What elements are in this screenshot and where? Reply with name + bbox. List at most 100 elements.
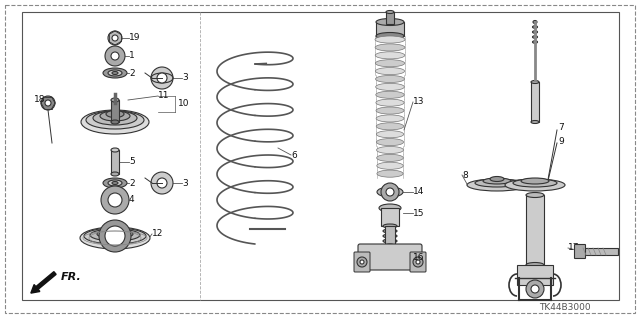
Ellipse shape: [383, 229, 397, 233]
Text: 13: 13: [413, 98, 424, 107]
Ellipse shape: [379, 204, 401, 212]
Circle shape: [531, 285, 539, 293]
Circle shape: [360, 260, 364, 264]
Bar: [111, 100, 119, 122]
Circle shape: [112, 35, 118, 41]
Text: 5: 5: [129, 158, 135, 167]
Text: FR.: FR.: [61, 272, 82, 282]
Circle shape: [99, 220, 131, 252]
Bar: [531, 82, 539, 122]
Text: 2: 2: [129, 179, 134, 188]
Circle shape: [357, 257, 367, 267]
Ellipse shape: [526, 192, 544, 197]
Ellipse shape: [383, 234, 397, 238]
Text: 4: 4: [129, 196, 134, 204]
Circle shape: [157, 73, 167, 83]
Ellipse shape: [531, 121, 539, 123]
FancyBboxPatch shape: [410, 252, 426, 272]
Text: 18: 18: [34, 95, 45, 105]
Ellipse shape: [111, 98, 119, 102]
Circle shape: [105, 226, 125, 246]
Text: 8: 8: [462, 170, 468, 180]
Circle shape: [151, 67, 173, 89]
Ellipse shape: [103, 178, 127, 188]
Ellipse shape: [386, 11, 394, 13]
Ellipse shape: [376, 68, 404, 75]
Ellipse shape: [532, 26, 538, 28]
Text: 7: 7: [558, 123, 564, 132]
Ellipse shape: [513, 179, 557, 187]
Ellipse shape: [532, 31, 538, 33]
Ellipse shape: [112, 71, 118, 75]
Ellipse shape: [108, 70, 122, 76]
Ellipse shape: [93, 111, 137, 125]
Text: 3: 3: [182, 179, 188, 188]
Ellipse shape: [112, 182, 118, 184]
Circle shape: [111, 52, 119, 60]
Ellipse shape: [106, 110, 124, 117]
Bar: [111, 150, 119, 174]
Ellipse shape: [377, 187, 403, 197]
Ellipse shape: [375, 52, 404, 59]
Ellipse shape: [376, 138, 404, 146]
Circle shape: [381, 183, 399, 201]
Ellipse shape: [375, 60, 404, 67]
Ellipse shape: [376, 107, 404, 114]
Ellipse shape: [100, 111, 130, 121]
Bar: [376, 22, 404, 36]
Ellipse shape: [533, 20, 537, 24]
Ellipse shape: [532, 36, 538, 38]
FancyBboxPatch shape: [358, 244, 422, 270]
Circle shape: [151, 172, 173, 194]
Ellipse shape: [375, 36, 405, 43]
Text: 16: 16: [413, 254, 424, 263]
Circle shape: [41, 96, 55, 110]
Ellipse shape: [111, 120, 119, 124]
Bar: [580, 248, 618, 255]
Bar: [526, 195, 544, 265]
Ellipse shape: [505, 179, 565, 191]
Ellipse shape: [84, 228, 146, 244]
Ellipse shape: [376, 33, 404, 40]
Circle shape: [526, 280, 544, 298]
Ellipse shape: [521, 178, 549, 184]
Ellipse shape: [376, 83, 404, 90]
Circle shape: [413, 257, 423, 267]
Bar: [381, 208, 399, 226]
Text: TK44B3000: TK44B3000: [539, 303, 591, 313]
Ellipse shape: [377, 170, 403, 177]
Circle shape: [108, 193, 122, 207]
Ellipse shape: [81, 110, 149, 134]
Ellipse shape: [375, 44, 405, 51]
Text: 6: 6: [291, 151, 297, 160]
Ellipse shape: [376, 115, 404, 122]
Ellipse shape: [376, 131, 404, 138]
Ellipse shape: [377, 162, 403, 169]
Ellipse shape: [490, 176, 504, 182]
Ellipse shape: [385, 244, 395, 248]
Ellipse shape: [86, 111, 144, 129]
Circle shape: [101, 186, 129, 214]
Text: 3: 3: [182, 73, 188, 83]
FancyArrow shape: [31, 272, 56, 293]
Text: 10: 10: [178, 100, 189, 108]
Ellipse shape: [111, 172, 119, 176]
Ellipse shape: [377, 154, 403, 161]
Text: 15: 15: [413, 209, 424, 218]
Ellipse shape: [376, 99, 404, 106]
Ellipse shape: [376, 76, 404, 83]
Ellipse shape: [111, 148, 119, 152]
Ellipse shape: [103, 68, 127, 78]
Bar: [386, 12, 394, 24]
Ellipse shape: [483, 178, 511, 184]
Text: 11: 11: [158, 92, 170, 100]
Ellipse shape: [376, 91, 404, 98]
Ellipse shape: [532, 41, 538, 43]
Circle shape: [108, 31, 122, 45]
Circle shape: [105, 46, 125, 66]
Ellipse shape: [383, 224, 397, 228]
Ellipse shape: [467, 179, 527, 191]
Ellipse shape: [97, 229, 133, 239]
Ellipse shape: [376, 146, 403, 153]
Ellipse shape: [475, 179, 519, 187]
